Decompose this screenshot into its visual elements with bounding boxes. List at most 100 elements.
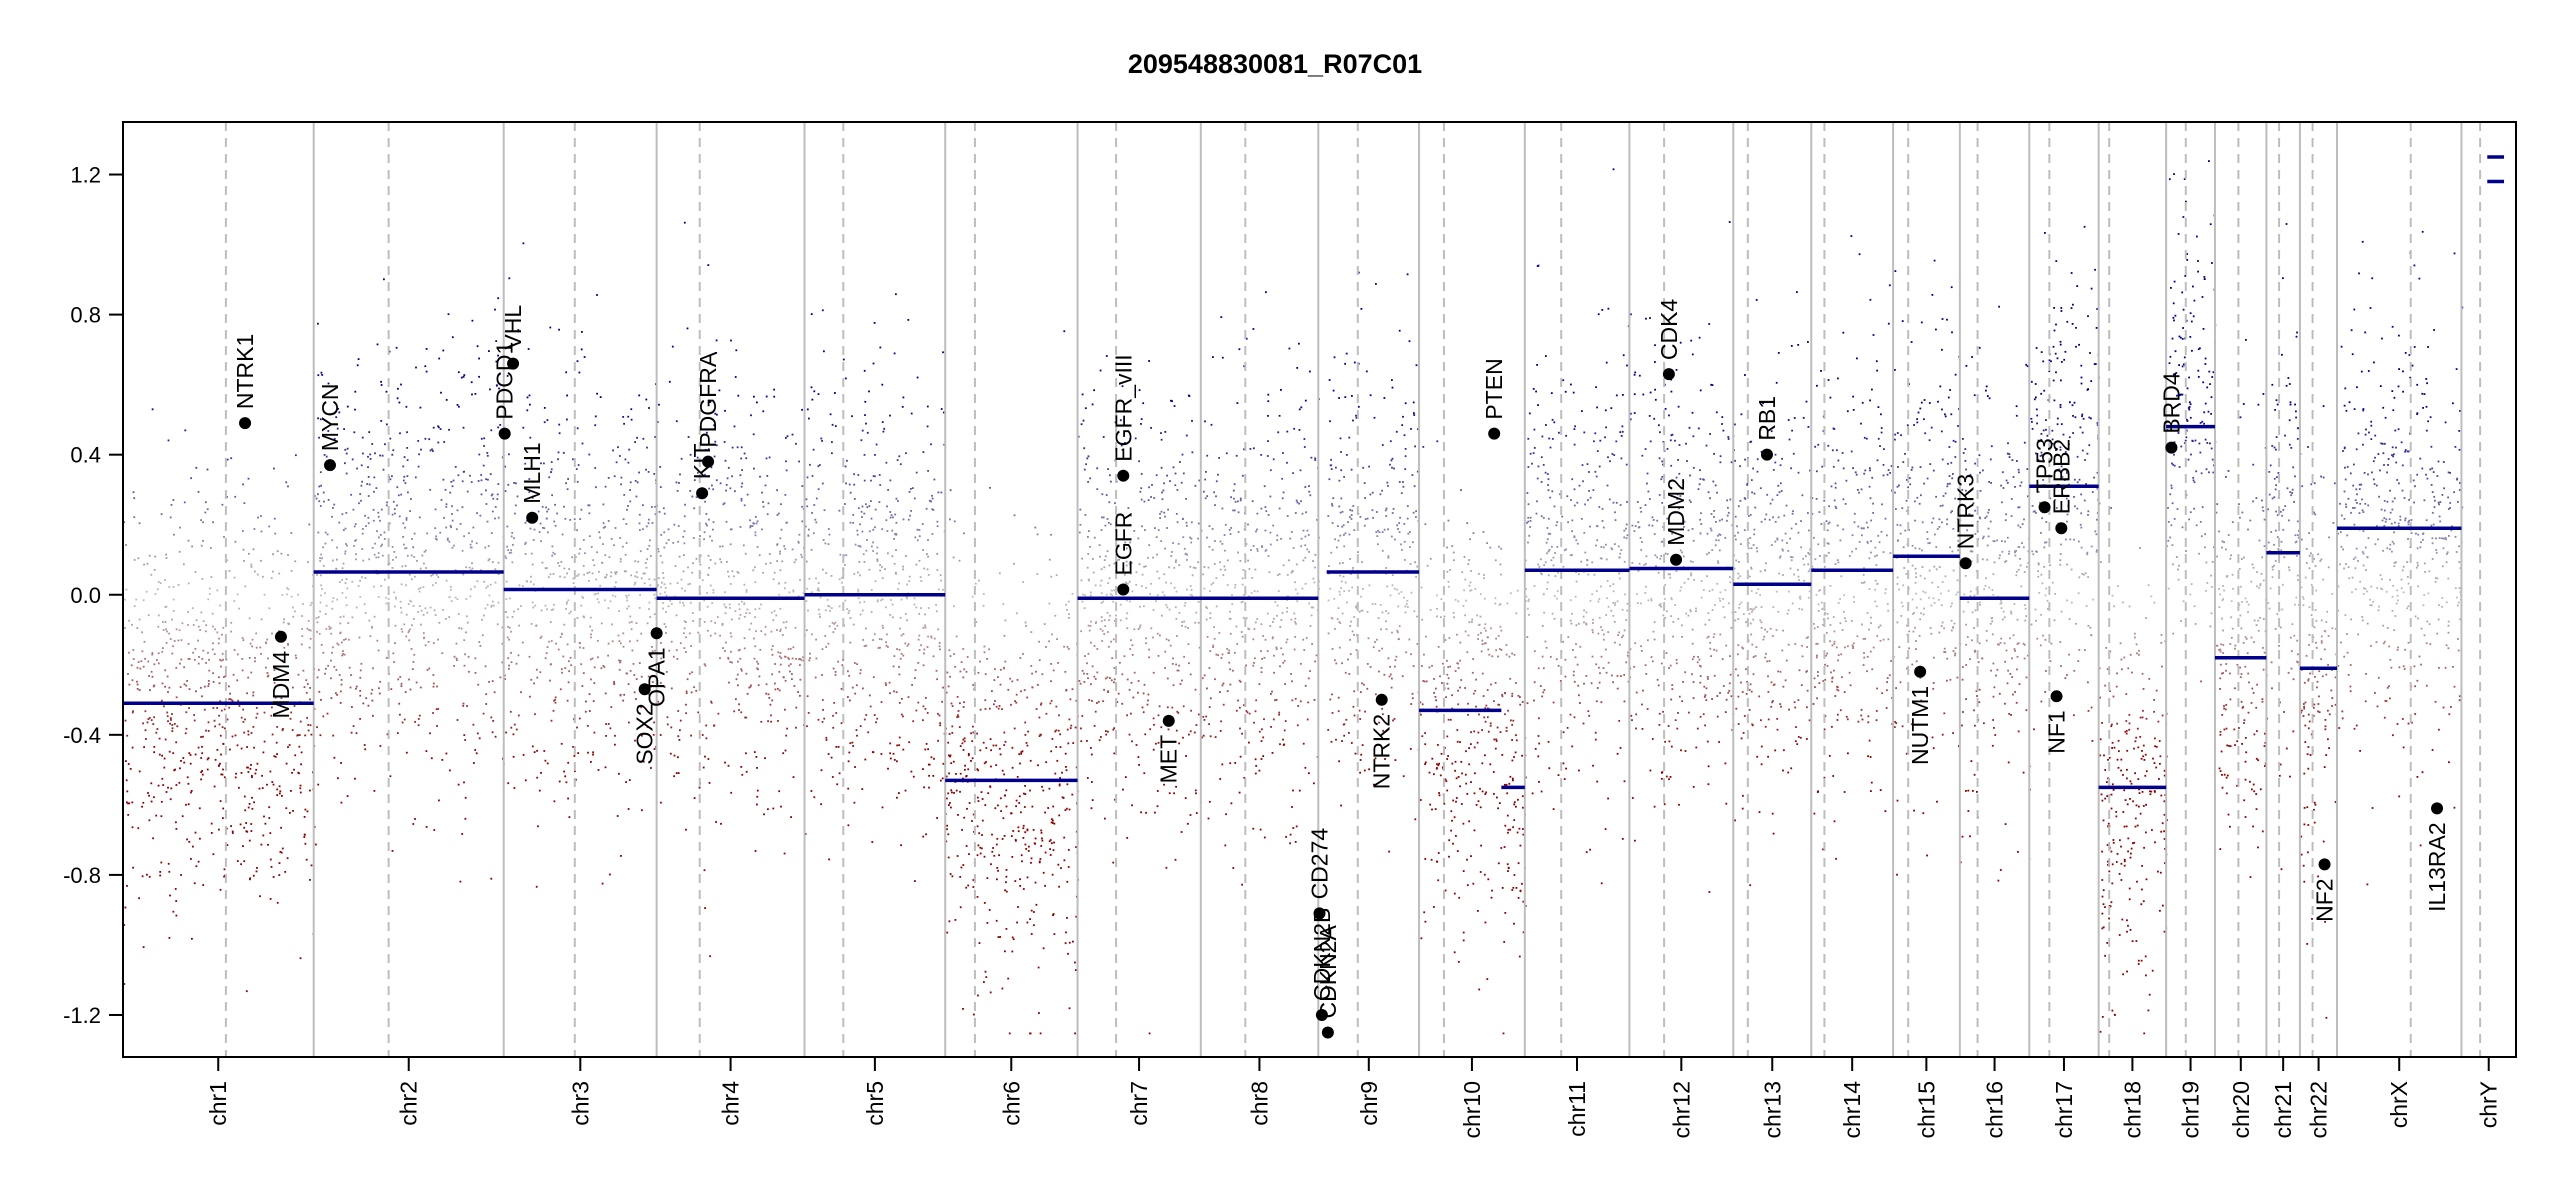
probe-point <box>1283 659 1286 662</box>
probe-point <box>913 597 916 600</box>
probe-point <box>836 783 839 786</box>
probe-point <box>618 668 621 671</box>
probe-point <box>214 758 217 761</box>
probe-point <box>1282 661 1285 664</box>
probe-point <box>741 600 743 603</box>
probe-point <box>1203 566 1206 568</box>
probe-point <box>521 585 524 587</box>
probe-point <box>642 504 644 507</box>
probe-point <box>988 909 991 911</box>
probe-point <box>1103 559 1106 561</box>
probe-point <box>276 753 278 755</box>
probe-point <box>942 686 944 689</box>
probe-point <box>894 571 897 574</box>
probe-point <box>1071 688 1074 691</box>
probe-point <box>1026 921 1029 924</box>
probe-point <box>719 558 721 561</box>
probe-point <box>1110 679 1113 682</box>
probe-point <box>709 955 711 958</box>
probe-point <box>1130 514 1132 517</box>
probe-point <box>669 600 672 602</box>
probe-point <box>927 748 929 751</box>
probe-point <box>676 658 679 660</box>
probe-point <box>510 535 513 538</box>
probe-point <box>996 837 999 840</box>
probe-point <box>399 676 402 678</box>
probe-point <box>765 692 768 695</box>
probe-point <box>1099 584 1102 587</box>
probe-point <box>1448 637 1451 639</box>
probe-point <box>781 560 784 563</box>
probe-point <box>1207 817 1210 820</box>
probe-point <box>914 536 917 539</box>
probe-point <box>861 516 863 518</box>
probe-point <box>878 638 881 640</box>
probe-point <box>1139 605 1141 608</box>
probe-point <box>222 817 224 819</box>
probe-point <box>520 691 522 694</box>
probe-point <box>1286 607 1289 609</box>
probe-point <box>494 568 497 571</box>
probe-point <box>378 687 380 690</box>
probe-point <box>1386 481 1389 484</box>
probe-point <box>612 449 614 452</box>
probe-point <box>367 466 369 468</box>
probe-point <box>1339 534 1342 537</box>
probe-point <box>1206 607 1208 609</box>
probe-point <box>854 766 856 768</box>
probe-point <box>1363 769 1366 772</box>
probe-point <box>1433 773 1435 776</box>
probe-point <box>879 484 882 486</box>
probe-point <box>506 545 508 548</box>
probe-point <box>1148 544 1151 546</box>
probe-point <box>1013 562 1015 565</box>
probe-point <box>437 708 440 710</box>
probe-point <box>423 562 425 565</box>
probe-point <box>508 667 510 670</box>
probe-point <box>1495 649 1498 652</box>
probe-point <box>1172 466 1175 469</box>
probe-point <box>959 702 961 705</box>
probe-point <box>541 505 544 508</box>
probe-point <box>1121 673 1124 676</box>
probe-point <box>204 511 207 514</box>
probe-point <box>529 436 532 439</box>
probe-point <box>815 657 818 660</box>
probe-point <box>499 676 502 679</box>
probe-point <box>774 682 776 685</box>
probe-point <box>351 616 354 619</box>
probe-point <box>644 562 647 564</box>
probe-point <box>1337 607 1340 609</box>
probe-point <box>1302 559 1305 562</box>
probe-point <box>522 242 525 245</box>
probe-point <box>205 501 207 504</box>
probe-point <box>1243 365 1246 368</box>
probe-point <box>834 628 836 630</box>
probe-point <box>1348 533 1351 536</box>
probe-point <box>1050 663 1052 665</box>
probe-point <box>727 764 730 767</box>
probe-point <box>788 664 790 667</box>
probe-point <box>1438 794 1441 797</box>
probe-point <box>1470 570 1472 572</box>
probe-point <box>404 547 406 550</box>
probe-point <box>995 764 998 766</box>
probe-point <box>1091 558 1094 560</box>
probe-point <box>200 686 202 689</box>
probe-point <box>470 546 473 549</box>
probe-point <box>898 648 901 651</box>
probe-point <box>129 768 132 770</box>
probe-point <box>347 622 350 624</box>
probe-point <box>1021 860 1023 863</box>
probe-point <box>1381 549 1384 552</box>
probe-point <box>426 669 429 671</box>
probe-point <box>971 595 974 598</box>
probe-point <box>273 467 275 470</box>
probe-point <box>1247 559 1249 562</box>
probe-point <box>202 620 205 623</box>
probe-point <box>651 646 653 648</box>
probe-point <box>1484 642 1487 645</box>
probe-point <box>1211 548 1214 551</box>
probe-point <box>1165 866 1168 869</box>
probe-point <box>776 629 778 631</box>
